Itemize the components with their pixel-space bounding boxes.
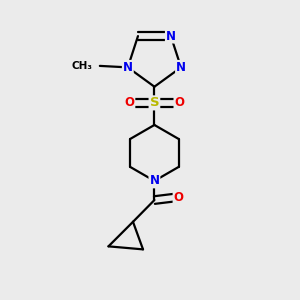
Text: S: S bbox=[150, 96, 159, 110]
Text: N: N bbox=[123, 61, 133, 74]
Text: O: O bbox=[174, 190, 184, 204]
Text: CH₃: CH₃ bbox=[71, 61, 92, 71]
Text: N: N bbox=[166, 30, 176, 43]
Text: N: N bbox=[176, 61, 186, 74]
Text: N: N bbox=[149, 174, 159, 188]
Text: O: O bbox=[124, 96, 134, 110]
Text: O: O bbox=[174, 96, 184, 110]
